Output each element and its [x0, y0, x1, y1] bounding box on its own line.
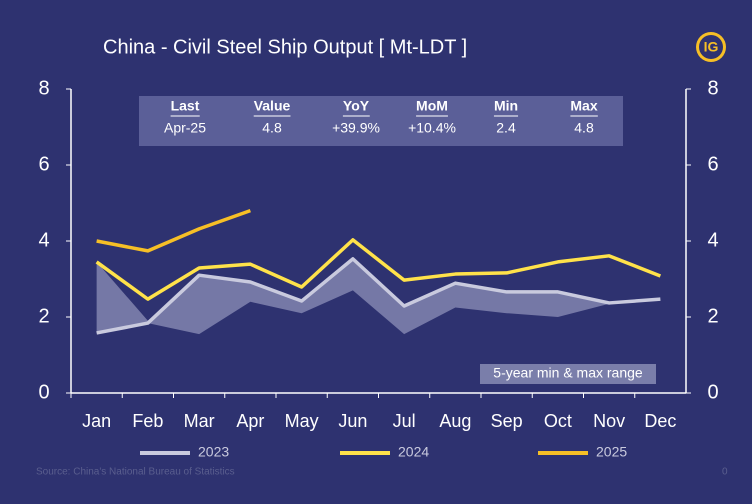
source: Source: China's National Bureau of Stati… [36, 467, 235, 478]
y2-tick-label: 2 [707, 305, 718, 327]
summary-header: YoY [343, 98, 370, 114]
x-tick-label: May [285, 411, 319, 431]
y-tick-label: 0 [38, 381, 49, 403]
line-series [96, 257, 661, 335]
summary-header: Min [494, 98, 518, 114]
y-tick-label: 8 [38, 77, 49, 99]
line-series [96, 208, 251, 253]
logo: IG [704, 39, 719, 55]
summary-value: 2.4 [496, 120, 516, 136]
summary-header: MoM [416, 98, 448, 114]
x-tick-label: Nov [593, 411, 625, 431]
summary-value: Apr-25 [164, 120, 206, 136]
summary-header: Last [171, 98, 200, 114]
legend-label: 2024 [398, 444, 429, 460]
logo-inner [699, 35, 723, 59]
page-number: 0 [722, 467, 728, 478]
chart-title: China - Civil Steel Ship Output [ Mt-LDT… [103, 36, 467, 58]
summary-value: +39.9% [332, 120, 380, 136]
summary-value: 4.8 [574, 120, 594, 136]
summary-value: 4.8 [262, 120, 282, 136]
range-band [96, 258, 661, 335]
x-tick-label: Apr [236, 411, 264, 431]
x-tick-label: Aug [439, 411, 471, 431]
x-tick-label: Sep [491, 411, 523, 431]
range-label-box [480, 364, 656, 384]
y2-tick-label: 6 [707, 153, 718, 175]
summary-header: Max [570, 98, 597, 114]
y-tick-label: 2 [38, 305, 49, 327]
x-tick-label: Jun [338, 411, 367, 431]
x-tick-label: Oct [544, 411, 572, 431]
y-tick-label: 6 [38, 153, 49, 175]
legend-label: 2023 [198, 444, 229, 460]
summary-header: Value [254, 98, 291, 114]
y2-tick-label: 0 [707, 381, 718, 403]
legend-label: 2025 [596, 444, 627, 460]
x-tick-label: Dec [644, 411, 676, 431]
y-tick-label: 4 [38, 229, 49, 251]
x-tick-label: Jan [82, 411, 111, 431]
x-tick-label: Jul [393, 411, 416, 431]
y2-tick-label: 4 [707, 229, 718, 251]
line-series [95, 238, 662, 301]
summary-box [139, 96, 623, 146]
y2-tick-label: 8 [707, 77, 718, 99]
summary-value: +10.4% [408, 120, 456, 136]
x-tick-label: Feb [132, 411, 163, 431]
range-label: 5-year min & max range [493, 365, 643, 381]
x-tick-label: Mar [184, 411, 215, 431]
